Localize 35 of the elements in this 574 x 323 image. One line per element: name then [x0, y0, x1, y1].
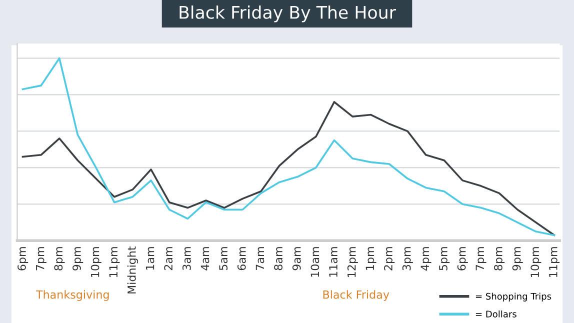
- x-tick-label: 6am: [237, 247, 246, 270]
- x-tick-label: 3am: [182, 247, 191, 270]
- x-tick-label: 11am: [329, 247, 338, 277]
- legend-label: = Shopping Trips: [476, 292, 552, 302]
- x-tick-label: 11pm: [549, 247, 560, 277]
- x-tick-label: 10pm: [530, 247, 542, 277]
- x-tick-label: 7pm: [36, 247, 46, 270]
- x-tick-label: 8pm: [54, 247, 65, 270]
- x-tick-label: 8pm: [494, 247, 505, 270]
- x-tick-label: 4am: [200, 247, 210, 270]
- x-tick-label: 7am: [256, 247, 264, 270]
- x-tick-label: 9pm: [72, 247, 84, 270]
- x-tick-label: 8am: [274, 247, 282, 270]
- x-tick-label: 1am: [146, 247, 154, 270]
- x-tick-label: 9pm: [512, 247, 523, 270]
- x-tick-label: 10pm: [90, 247, 102, 277]
- x-tick-label: 5am: [219, 247, 228, 270]
- chart-title: Black Friday By The Hour: [180, 5, 396, 22]
- x-tick-label: 6pm: [457, 247, 468, 270]
- x-tick-label: 1pm: [366, 247, 376, 270]
- x-tick-label: 2pm: [384, 247, 395, 270]
- text: Thanksgiving: [36, 290, 109, 301]
- x-tick-label: 4pm: [420, 247, 432, 271]
- x-tick-label: 12pm: [347, 247, 358, 277]
- text: Black Friday: [323, 290, 390, 301]
- x-tick-label: 3pm: [402, 247, 413, 270]
- legend-label: = Dollars: [476, 310, 516, 318]
- x-tick-label: 6pm: [18, 247, 28, 270]
- x-tick-label: 5pm: [439, 247, 450, 270]
- x-tick-label: 2am: [164, 247, 173, 270]
- x-tick-label: 7pm: [476, 247, 486, 270]
- x-tick-label: Midnight: [127, 246, 138, 294]
- x-tick-label: 10am: [310, 247, 320, 277]
- x-tick-label: 9am: [292, 247, 301, 270]
- x-tick-label: 11pm: [109, 247, 120, 277]
